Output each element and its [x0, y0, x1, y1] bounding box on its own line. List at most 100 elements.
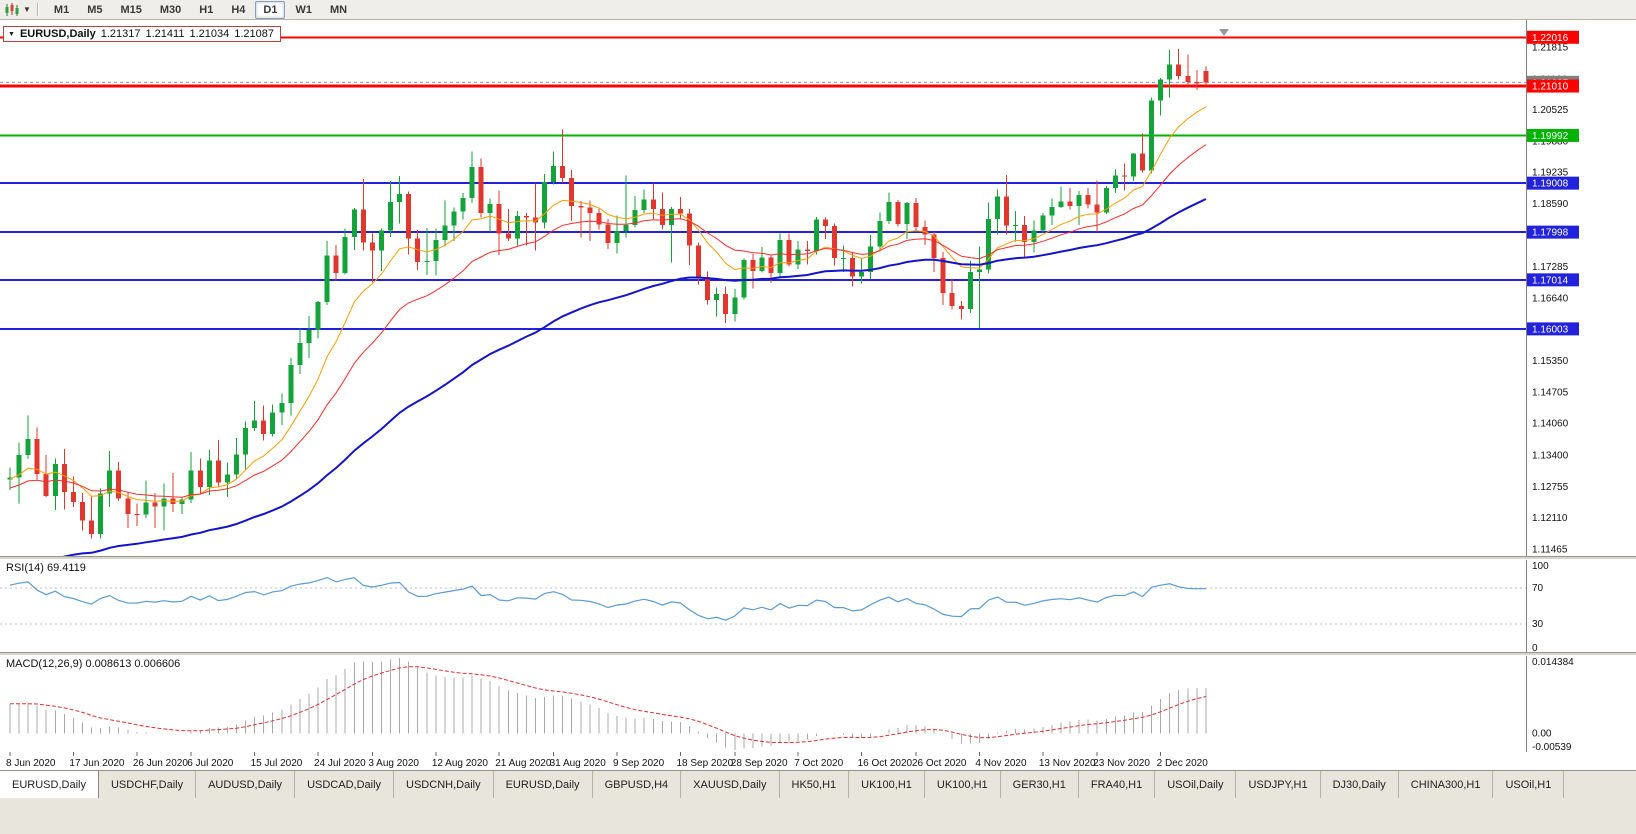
- collapse-caret-icon[interactable]: ▼: [8, 30, 15, 38]
- chart-tab-fra40-h1[interactable]: FRA40,H1: [1078, 771, 1156, 798]
- candle-body: [614, 231, 620, 244]
- chart-tab-china300-h1[interactable]: CHINA300,H1: [1398, 771, 1494, 798]
- chart-tab-usdcad-daily[interactable]: USDCAD,Daily: [295, 771, 395, 798]
- svg-text:1.19008: 1.19008: [1532, 179, 1569, 190]
- candle-body: [487, 203, 493, 214]
- candle-body: [1103, 187, 1109, 213]
- timeframe-button-mn[interactable]: MN: [329, 3, 348, 16]
- candle-body: [1013, 224, 1019, 226]
- candle-body: [687, 213, 692, 246]
- candle-body: [514, 216, 520, 239]
- candle-body: [949, 293, 955, 307]
- price-badge: 1.19008: [1527, 176, 1579, 190]
- timeframe-button-h4[interactable]: H4: [231, 3, 246, 16]
- date-label: 6 Jul 2020: [187, 758, 234, 769]
- candle-body: [523, 216, 529, 218]
- timeframe-button-w1[interactable]: W1: [295, 3, 312, 16]
- candle-body: [270, 412, 276, 434]
- date-label: 2 Dec 2020: [1157, 758, 1209, 769]
- macd-histogram: [9, 658, 1207, 750]
- chart-tab-usoil-daily[interactable]: USOil,Daily: [1155, 771, 1237, 798]
- chart-tab-ger30-h1[interactable]: GER30,H1: [1000, 771, 1079, 798]
- chart-tab-dj30-daily[interactable]: DJ30,Daily: [1320, 771, 1399, 798]
- date-label: 21 Aug 2020: [495, 758, 552, 769]
- price-tick-label: 1.20525: [1532, 105, 1569, 116]
- chart-shift-marker[interactable]: [1219, 29, 1229, 36]
- macd-axis-label: 0.014384: [1532, 657, 1574, 668]
- candle-body: [1194, 82, 1200, 84]
- chart-tab-audusd-daily[interactable]: AUDUSD,Daily: [196, 771, 296, 798]
- candle-body: [560, 166, 566, 179]
- candle-body: [895, 201, 901, 224]
- candle-body: [107, 470, 113, 494]
- price-tick-label: 1.21815: [1532, 43, 1569, 54]
- candle-body: [940, 258, 946, 294]
- candle-body: [741, 260, 747, 298]
- chart-tab-gbpusd-h4[interactable]: GBPUSD,H4: [592, 771, 682, 798]
- candle-body: [958, 306, 964, 310]
- candle-body: [261, 420, 267, 434]
- candle-body: [469, 167, 475, 199]
- candle-body: [16, 455, 22, 478]
- candle-body: [777, 239, 783, 273]
- timeframe-button-m30[interactable]: M30: [159, 3, 182, 16]
- date-label: 9 Sep 2020: [613, 758, 665, 769]
- date-label: 4 Nov 2020: [975, 758, 1027, 769]
- candle-body: [696, 245, 702, 278]
- chart-type-icon[interactable]: [4, 2, 20, 17]
- chart-tab-uk100-h1[interactable]: UK100,H1: [849, 771, 925, 798]
- price-badge: 1.17014: [1527, 273, 1579, 287]
- candle-body: [297, 343, 303, 365]
- candle-body: [587, 207, 593, 214]
- candle-body: [89, 520, 95, 535]
- timeframe-button-m15[interactable]: M15: [120, 3, 142, 16]
- candles: [7, 49, 1209, 539]
- candle-body: [1112, 175, 1118, 188]
- date-label: 12 Aug 2020: [432, 758, 489, 769]
- timeframe-button-m5[interactable]: M5: [87, 3, 103, 16]
- pane-splitter[interactable]: [0, 556, 1636, 560]
- price-badge: 1.21010: [1527, 79, 1579, 93]
- candle-body: [1067, 201, 1073, 206]
- chart-tab-uk100-h1[interactable]: UK100,H1: [924, 771, 1001, 798]
- top-toolbar: ▼ M1 M5 M15 M30 H1 H4 D1 W1 MN: [0, 0, 1636, 20]
- price-tick-label: 1.13400: [1532, 451, 1569, 462]
- date-label: 26 Oct 2020: [912, 758, 967, 769]
- timeframe-button-d1[interactable]: D1: [255, 0, 286, 19]
- price-tick-label: 1.19235: [1532, 168, 1569, 179]
- chart-title-low: 1.21034: [189, 28, 230, 40]
- price-badge: 1.19992: [1527, 128, 1579, 142]
- chart-tab-usoil-h1[interactable]: USOil,H1: [1493, 771, 1565, 798]
- chart-ohlc-box: ▼ EURUSD,Daily 1.21317 1.21411 1.21034 1…: [3, 26, 281, 42]
- candle-body: [723, 294, 729, 314]
- chart-tab-usdcnh-daily[interactable]: USDCNH,Daily: [394, 771, 494, 798]
- chart-tab-xauusd-daily[interactable]: XAUUSD,Daily: [681, 771, 780, 798]
- chart-tab-eurusd-daily[interactable]: EURUSD,Daily: [0, 771, 99, 798]
- candle-body: [705, 277, 711, 300]
- timeframe-button-m1[interactable]: M1: [53, 3, 70, 16]
- candle-body: [98, 493, 104, 535]
- chart-tab-hk50-h1[interactable]: HK50,H1: [779, 771, 850, 798]
- price-chart-canvas: 1.218151.211601.205251.198801.192351.185…: [0, 20, 1636, 769]
- candle-body: [868, 246, 874, 272]
- timeframe-button-h1[interactable]: H1: [199, 3, 214, 16]
- ma-line-10: [9, 106, 1207, 502]
- candle-body: [161, 498, 167, 507]
- candle-body: [224, 474, 230, 483]
- chart-tab-eurusd-daily[interactable]: EURUSD,Daily: [493, 771, 593, 798]
- rsi-axis-label: 70: [1532, 583, 1544, 594]
- chart-tab-usdjpy-h1[interactable]: USDJPY,H1: [1236, 771, 1321, 798]
- price-tick-label: 1.12755: [1532, 482, 1569, 493]
- candle-body: [1022, 224, 1028, 243]
- candle-body: [605, 224, 611, 244]
- price-tick-label: 1.16640: [1532, 293, 1569, 304]
- candle-body: [406, 194, 412, 239]
- macd-axis-label: -0.00539: [1532, 742, 1572, 753]
- candle-body: [1140, 153, 1145, 171]
- chart-tab-usdchf-daily[interactable]: USDCHF,Daily: [98, 771, 197, 798]
- candle-body: [1149, 100, 1155, 171]
- pane-splitter[interactable]: [0, 652, 1636, 656]
- candle-body: [551, 166, 557, 183]
- chart-type-caret-icon[interactable]: ▼: [23, 5, 31, 14]
- candle-body: [378, 230, 384, 251]
